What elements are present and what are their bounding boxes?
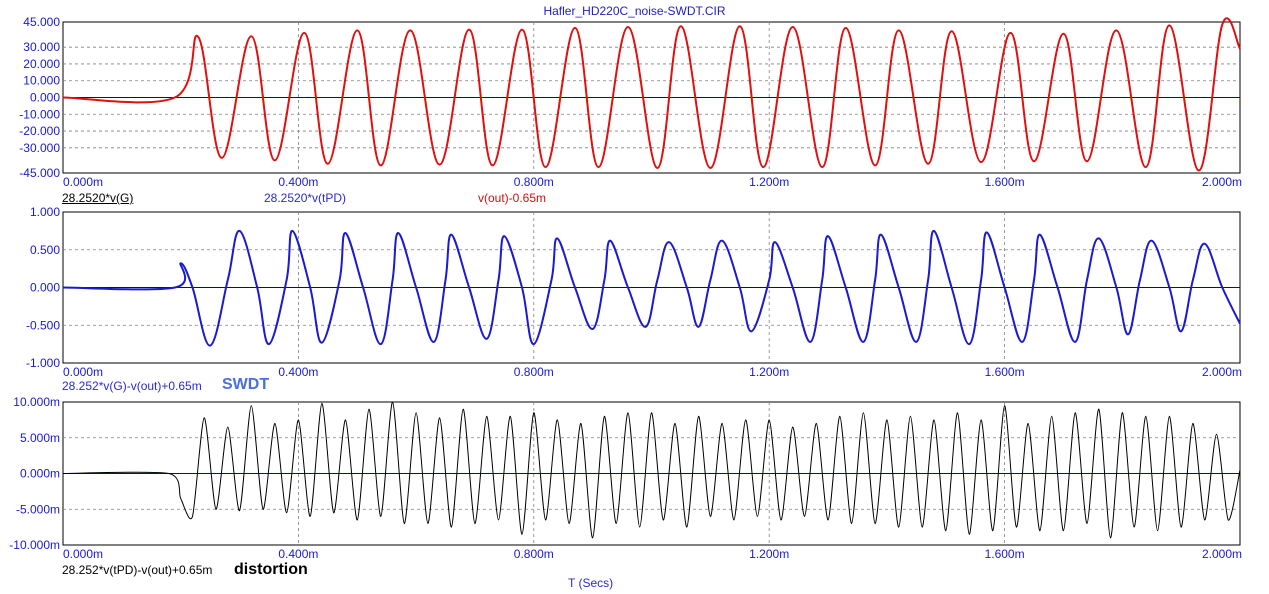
bottom-x-tick-label: 0.000m bbox=[63, 547, 103, 561]
bottom-x-tick-label: 0.800m bbox=[514, 547, 554, 561]
bottom-x-tick-label: 2.000m bbox=[1202, 547, 1242, 561]
trace-label-vtpd[interactable]: 28.2520*v(tPD) bbox=[264, 191, 347, 205]
top-x-tick-label: 1.600m bbox=[985, 175, 1025, 189]
trace-label-vout[interactable]: v(out)-0.65m bbox=[478, 191, 547, 205]
top-y-tick-label: -20.000 bbox=[19, 124, 60, 138]
bottom-y-tick-label: -10.000m bbox=[9, 538, 60, 552]
top-series-line-0 bbox=[62, 17, 1241, 172]
top-y-tick-label: 20.000 bbox=[23, 57, 60, 71]
middle-y-tick-label: -0.500 bbox=[26, 318, 60, 332]
middle-x-tick-label: 1.200m bbox=[749, 365, 789, 379]
top-y-tick-label: 10.000 bbox=[23, 74, 60, 88]
middle-y-tick-label: -1.000 bbox=[26, 356, 60, 370]
top-y-tick-label: 0.000 bbox=[30, 91, 60, 105]
trace-label-distortion-expr[interactable]: 28.252*v(tPD)-v(out)+0.65m bbox=[62, 563, 213, 577]
middle-x-tick-label: 0.000m bbox=[63, 365, 103, 379]
top-x-tick-label: 0.400m bbox=[278, 175, 318, 189]
bottom-series-line-0 bbox=[62, 401, 1241, 539]
top-x-tick-label: 1.200m bbox=[749, 175, 789, 189]
trace-label-vg[interactable]: 28.2520*v(G) bbox=[62, 191, 134, 205]
top-y-tick-label: 30.000 bbox=[23, 40, 60, 54]
bottom-y-tick-label: -5.000m bbox=[16, 502, 60, 516]
annotation-distortion: distortion bbox=[234, 561, 308, 578]
trace-label-swdt-expr[interactable]: 28.252*v(G)-v(out)+0.65m bbox=[62, 379, 202, 393]
middle-x-tick-label: 2.000m bbox=[1202, 365, 1242, 379]
middle-x-tick-label: 1.600m bbox=[985, 365, 1025, 379]
top-x-tick-label: 2.000m bbox=[1202, 175, 1242, 189]
window-title: Hafler_HD220C_noise-SWDT.CIR bbox=[543, 4, 726, 18]
middle-y-tick-label: 1.000 bbox=[30, 205, 60, 219]
top-y-tick-label: -45.000 bbox=[19, 166, 60, 180]
middle-y-tick-label: 0.000 bbox=[30, 281, 60, 295]
bottom-y-tick-label: 10.000m bbox=[13, 395, 60, 409]
top-y-tick-label: 45.000 bbox=[23, 15, 60, 29]
bottom-x-tick-label: 1.600m bbox=[985, 547, 1025, 561]
middle-x-tick-label: 0.800m bbox=[514, 365, 554, 379]
middle-series-line-0 bbox=[62, 229, 1241, 347]
bottom-y-tick-label: 0.000m bbox=[20, 467, 60, 481]
bottom-y-tick-label: 5.000m bbox=[20, 431, 60, 445]
middle-y-tick-label: 0.500 bbox=[30, 243, 60, 257]
top-x-tick-label: 0.800m bbox=[514, 175, 554, 189]
x-axis-label: T (Secs) bbox=[568, 576, 614, 590]
annotation-swdt: SWDT bbox=[222, 376, 270, 393]
top-x-tick-label: 0.000m bbox=[63, 175, 103, 189]
middle-x-tick-label: 0.400m bbox=[278, 365, 318, 379]
top-y-tick-label: -30.000 bbox=[19, 141, 60, 155]
bottom-x-tick-label: 1.200m bbox=[749, 547, 789, 561]
bottom-x-tick-label: 0.400m bbox=[278, 547, 318, 561]
top-y-tick-label: -10.000 bbox=[19, 107, 60, 121]
